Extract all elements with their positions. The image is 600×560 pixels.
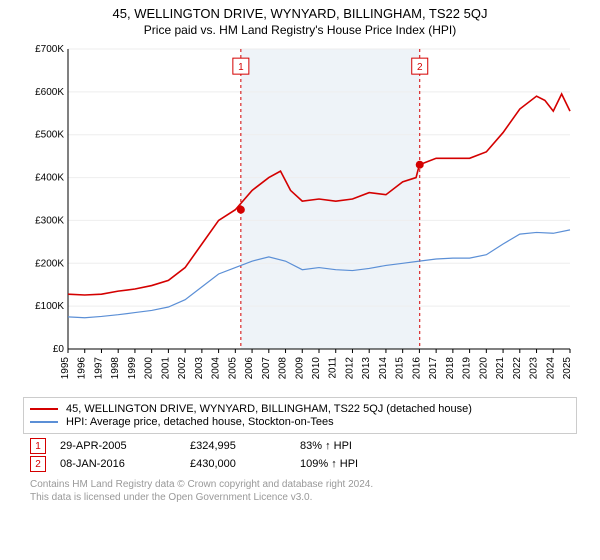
legend-label: 45, WELLINGTON DRIVE, WYNYARD, BILLINGHA… bbox=[66, 403, 472, 415]
svg-text:2000: 2000 bbox=[144, 357, 155, 380]
legend: 45, WELLINGTON DRIVE, WYNYARD, BILLINGHA… bbox=[23, 397, 577, 434]
sale-pct: 83% ↑ HPI bbox=[300, 440, 420, 452]
svg-text:2025: 2025 bbox=[562, 357, 573, 380]
sale-price: £324,995 bbox=[190, 440, 300, 452]
svg-text:2005: 2005 bbox=[227, 357, 238, 380]
svg-text:£300K: £300K bbox=[35, 215, 64, 226]
footer-line-2: This data is licensed under the Open Gov… bbox=[30, 491, 570, 504]
svg-text:2001: 2001 bbox=[160, 357, 171, 380]
svg-text:2020: 2020 bbox=[478, 357, 489, 380]
svg-text:1995: 1995 bbox=[60, 357, 71, 380]
price-chart: £0 £100K £200K £300K £400K £500K £600K £700K 199… bbox=[20, 41, 580, 391]
svg-text:2021: 2021 bbox=[495, 357, 506, 380]
svg-text:2012: 2012 bbox=[344, 357, 355, 380]
svg-text:2010: 2010 bbox=[311, 357, 322, 380]
svg-text:£200K: £200K bbox=[35, 258, 64, 269]
sale-pct: 109% ↑ HPI bbox=[300, 458, 420, 470]
svg-text:2: 2 bbox=[417, 62, 423, 73]
svg-text:2019: 2019 bbox=[462, 357, 473, 380]
legend-swatch bbox=[30, 421, 58, 423]
svg-text:2008: 2008 bbox=[278, 357, 289, 380]
svg-text:1996: 1996 bbox=[77, 357, 88, 380]
svg-text:2004: 2004 bbox=[211, 357, 222, 380]
svg-text:2013: 2013 bbox=[361, 357, 372, 380]
page-title: 45, WELLINGTON DRIVE, WYNYARD, BILLINGHA… bbox=[0, 6, 600, 21]
svg-text:1: 1 bbox=[238, 62, 244, 73]
svg-text:2011: 2011 bbox=[328, 357, 339, 379]
svg-text:2016: 2016 bbox=[411, 357, 422, 380]
svg-text:2023: 2023 bbox=[529, 357, 540, 380]
svg-text:£600K: £600K bbox=[35, 87, 64, 98]
sale-badge: 2 bbox=[30, 456, 46, 472]
legend-item: HPI: Average price, detached house, Stoc… bbox=[30, 416, 570, 428]
sale-date: 08-JAN-2016 bbox=[60, 458, 190, 470]
sale-badge: 1 bbox=[30, 438, 46, 454]
svg-text:2009: 2009 bbox=[294, 357, 305, 380]
svg-text:2015: 2015 bbox=[395, 357, 406, 380]
svg-text:£0: £0 bbox=[53, 344, 65, 355]
svg-text:£100K: £100K bbox=[35, 301, 64, 312]
svg-text:£500K: £500K bbox=[35, 130, 64, 141]
svg-text:2017: 2017 bbox=[428, 357, 439, 380]
sale-date: 29-APR-2005 bbox=[60, 440, 190, 452]
svg-text:1997: 1997 bbox=[93, 357, 104, 380]
svg-text:2007: 2007 bbox=[261, 357, 272, 380]
svg-text:2024: 2024 bbox=[545, 357, 556, 380]
svg-text:1998: 1998 bbox=[110, 357, 121, 380]
svg-text:2002: 2002 bbox=[177, 357, 188, 380]
svg-text:£400K: £400K bbox=[35, 173, 64, 184]
legend-item: 45, WELLINGTON DRIVE, WYNYARD, BILLINGHA… bbox=[30, 403, 570, 415]
svg-text:2003: 2003 bbox=[194, 357, 205, 380]
svg-text:1999: 1999 bbox=[127, 357, 138, 380]
svg-text:2014: 2014 bbox=[378, 357, 389, 380]
svg-text:2022: 2022 bbox=[512, 357, 523, 380]
svg-text:2006: 2006 bbox=[244, 357, 255, 380]
sale-row: 2 08-JAN-2016£430,000109% ↑ HPI bbox=[30, 456, 570, 472]
svg-text:£700K: £700K bbox=[35, 44, 64, 55]
page-subtitle: Price paid vs. HM Land Registry's House … bbox=[0, 23, 600, 37]
footer-attribution: Contains HM Land Registry data © Crown c… bbox=[30, 478, 570, 504]
sale-row: 1 29-APR-2005£324,99583% ↑ HPI bbox=[30, 438, 570, 454]
legend-label: HPI: Average price, detached house, Stoc… bbox=[66, 416, 334, 428]
svg-text:2018: 2018 bbox=[445, 357, 456, 380]
footer-line-1: Contains HM Land Registry data © Crown c… bbox=[30, 478, 570, 491]
sale-price: £430,000 bbox=[190, 458, 300, 470]
legend-swatch bbox=[30, 408, 58, 410]
